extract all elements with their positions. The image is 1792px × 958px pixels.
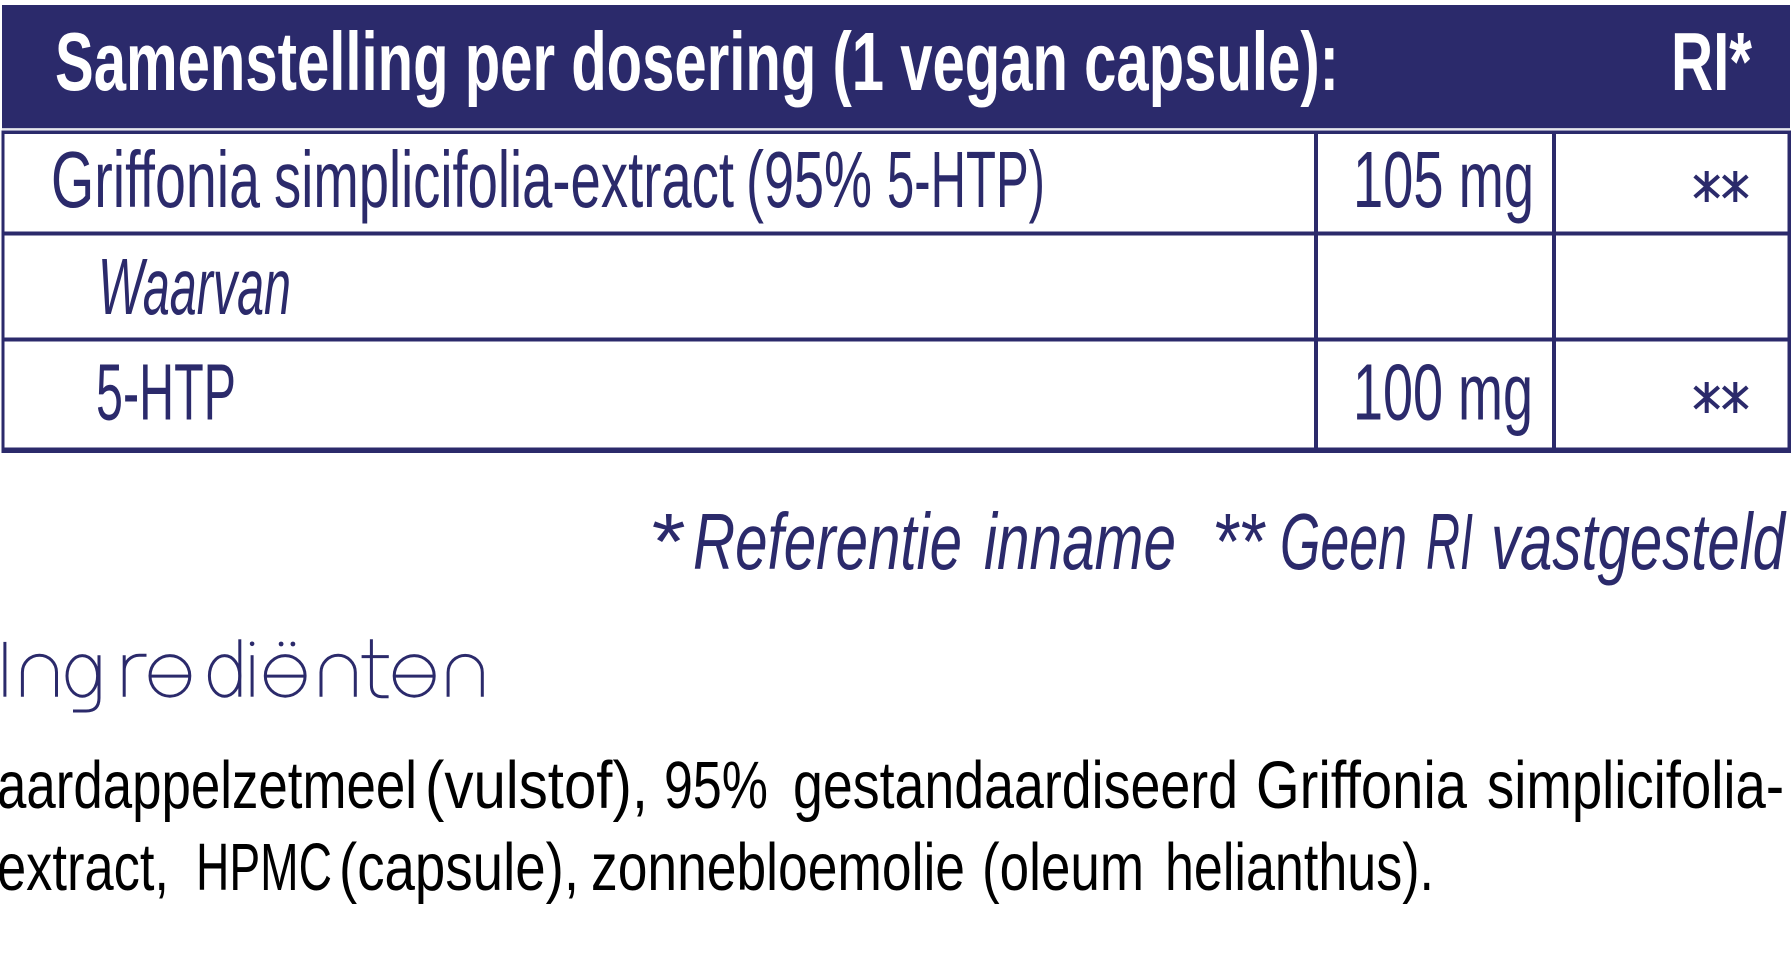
svg-text:HPMC: HPMC — [196, 830, 332, 905]
svg-text:(95%: (95% — [746, 135, 872, 224]
svg-text:Griffonia: Griffonia — [51, 135, 260, 224]
svg-text:100 mg: 100 mg — [1353, 348, 1533, 437]
svg-text:5-HTP: 5-HTP — [96, 348, 236, 437]
svg-text:RI: RI — [1426, 497, 1473, 586]
svg-text:simplicifolia-extract: simplicifolia-extract — [274, 135, 734, 224]
svg-text:(oleum: (oleum — [982, 830, 1144, 905]
svg-text:Waarvan: Waarvan — [98, 242, 291, 331]
svg-text:*: * — [648, 497, 685, 586]
svg-text:5-HTP): 5-HTP) — [887, 135, 1045, 224]
svg-text:zonnebloemolie: zonnebloemolie — [591, 830, 965, 905]
svg-text:vastgesteld: vastgesteld — [1491, 497, 1787, 586]
svg-text:(vulstof),: (vulstof), — [425, 748, 648, 823]
svg-text:Geen: Geen — [1280, 497, 1407, 586]
svg-text:RI*: RI* — [1671, 15, 1752, 108]
svg-text:105 mg: 105 mg — [1353, 135, 1534, 224]
svg-text:Griffonia: Griffonia — [1256, 748, 1468, 823]
svg-text:helianthus).: helianthus). — [1165, 830, 1434, 905]
svg-text:aardappelzetmeel: aardappelzetmeel — [0, 748, 417, 823]
svg-text:**: ** — [1212, 497, 1267, 586]
svg-text:(capsule),: (capsule), — [339, 830, 579, 905]
svg-text:extract,: extract, — [0, 830, 169, 905]
svg-text:simplicifolia-: simplicifolia- — [1487, 748, 1784, 823]
svg-text:inname: inname — [984, 497, 1176, 586]
svg-text:95%: 95% — [664, 748, 768, 823]
svg-text:gestandaardiseerd: gestandaardiseerd — [793, 748, 1238, 823]
svg-text:Samenstelling per dosering (1: Samenstelling per dosering (1 vegan caps… — [55, 15, 1339, 108]
svg-text:Referentie: Referentie — [693, 497, 962, 586]
